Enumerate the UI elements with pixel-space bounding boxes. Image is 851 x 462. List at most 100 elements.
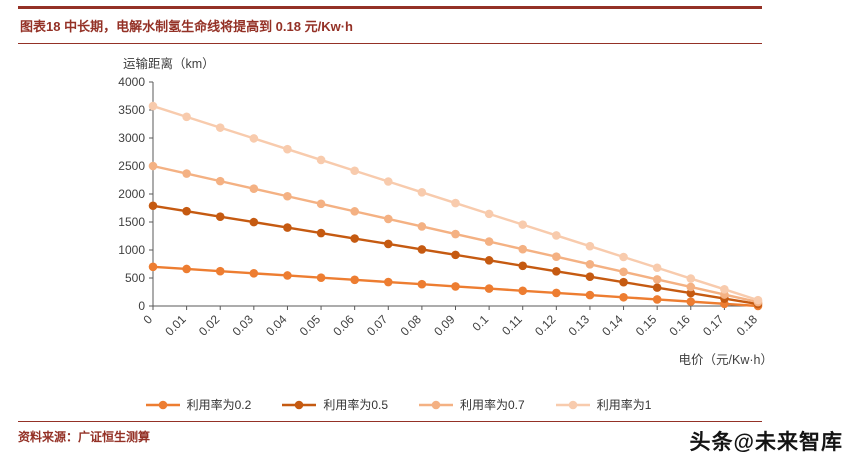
- legend-item: 利用率为1: [555, 396, 652, 413]
- legend-item: 利用率为0.7: [418, 396, 525, 413]
- data-point: [451, 198, 460, 208]
- series-line-0: [148, 262, 763, 311]
- legend-marker-icon: [145, 400, 180, 409]
- data-point: [451, 229, 460, 239]
- svg-text:0.09: 0.09: [431, 312, 458, 339]
- data-point: [249, 269, 259, 278]
- data-point: [182, 264, 191, 274]
- legend-label: 利用率为1: [596, 398, 652, 412]
- svg-text:0.16: 0.16: [666, 312, 693, 339]
- data-point: [350, 166, 359, 176]
- svg-text:0.01: 0.01: [162, 312, 189, 339]
- data-point: [686, 288, 696, 298]
- data-point: [720, 285, 729, 294]
- data-point: [417, 279, 427, 289]
- y-axis-ticks: 0 500 1000 1500 2000 2500 3000 3500 4000: [118, 75, 153, 313]
- svg-text:0.06: 0.06: [330, 312, 357, 339]
- chart-legend: 利用率为0.2 利用率为0.5 利用率为0.7 利用率为1: [18, 396, 778, 413]
- data-point: [182, 206, 191, 216]
- svg-text:0.15: 0.15: [633, 312, 660, 339]
- x-axis-label: 电价（元/Kw·h）: [679, 353, 773, 367]
- data-point: [182, 169, 191, 178]
- data-point: [552, 231, 561, 240]
- figure-title: 图表18 中长期，电解水制氢生命线将提高到 0.18 元/Kw·h: [20, 19, 353, 34]
- source-text: 资料来源：广证恒生测算: [18, 430, 151, 444]
- data-point: [585, 259, 595, 269]
- svg-text:0.05: 0.05: [297, 312, 324, 339]
- data-point: [518, 286, 528, 296]
- data-point: [619, 267, 628, 277]
- data-point: [148, 201, 158, 211]
- x-axis-ticks: 0 0.01 0.02 0.03 0.04 0.05 0.06 0.07 0.08 0.09 0.1…: [140, 306, 760, 339]
- svg-text:0.14: 0.14: [599, 312, 626, 339]
- data-point: [316, 155, 326, 165]
- data-point: [182, 112, 191, 122]
- data-point: [383, 177, 393, 186]
- figure-header: 图表18 中长期，电解水制氢生命线将提高到 0.18 元/Kw·h: [18, 6, 762, 44]
- data-point: [484, 284, 494, 293]
- data-point: [249, 217, 259, 227]
- svg-text:0.04: 0.04: [263, 312, 290, 339]
- legend-item: 利用率为0.2: [145, 396, 252, 413]
- svg-text:2000: 2000: [118, 187, 145, 201]
- watermark-text: 头条@未来智库: [689, 431, 843, 454]
- data-point: [249, 184, 259, 193]
- data-point: [518, 261, 528, 271]
- data-point: [552, 266, 561, 276]
- data-point: [383, 277, 393, 287]
- data-point: [148, 262, 158, 272]
- series-line-1: [148, 201, 763, 309]
- svg-text:1000: 1000: [118, 243, 145, 257]
- data-point: [552, 252, 561, 262]
- data-point: [350, 275, 359, 285]
- svg-text:0.02: 0.02: [196, 312, 223, 339]
- line-chart: 0 500 1000 1500 2000 2500 3000 3500 4000 0 0.01 0.0…: [118, 56, 773, 367]
- legend-item: 利用率为0.5: [281, 396, 388, 413]
- data-point: [585, 272, 595, 282]
- svg-text:0.1: 0.1: [470, 312, 492, 334]
- svg-text:0.18: 0.18: [734, 312, 761, 339]
- data-point: [283, 271, 292, 280]
- series-line-3: [148, 101, 763, 305]
- data-point: [350, 207, 359, 216]
- data-point: [619, 252, 628, 262]
- svg-text:0.13: 0.13: [566, 312, 593, 339]
- source-footer: 资料来源：广证恒生测算: [18, 421, 762, 445]
- legend-label: 利用率为0.7: [460, 398, 525, 412]
- svg-text:3500: 3500: [118, 103, 145, 117]
- svg-text:0: 0: [138, 299, 145, 313]
- data-point: [283, 144, 292, 154]
- data-point: [148, 161, 158, 171]
- svg-text:4000: 4000: [118, 75, 145, 89]
- data-point: [585, 241, 595, 251]
- svg-text:3000: 3000: [118, 131, 145, 145]
- data-point: [552, 288, 561, 298]
- data-point: [652, 295, 662, 304]
- data-point: [686, 297, 696, 306]
- svg-text:2500: 2500: [118, 159, 145, 173]
- data-point: [417, 188, 427, 197]
- svg-text:0.11: 0.11: [499, 312, 525, 338]
- legend-marker-icon: [419, 400, 453, 409]
- data-point: [518, 244, 528, 254]
- data-point: [417, 222, 427, 231]
- data-point: [316, 199, 326, 209]
- data-point: [215, 266, 225, 276]
- data-point: [148, 101, 158, 111]
- data-point: [484, 256, 494, 265]
- chart-area: 0 500 1000 1500 2000 2500 3000 3500 4000 0 0.01 0.0…: [18, 46, 851, 413]
- data-point: [215, 176, 225, 186]
- data-point: [484, 237, 494, 246]
- data-point: [484, 209, 494, 219]
- svg-text:0.17: 0.17: [700, 312, 727, 339]
- y-axis-label: 运输距离（km）: [123, 56, 215, 71]
- legend-label: 利用率为0.2: [186, 398, 252, 412]
- svg-text:0.08: 0.08: [398, 312, 425, 339]
- svg-text:0.03: 0.03: [230, 312, 257, 339]
- svg-text:0.12: 0.12: [532, 312, 559, 339]
- data-point: [283, 223, 292, 232]
- data-point: [585, 290, 595, 300]
- svg-text:500: 500: [125, 271, 145, 285]
- svg-text:0.07: 0.07: [364, 312, 391, 339]
- data-point: [619, 277, 628, 287]
